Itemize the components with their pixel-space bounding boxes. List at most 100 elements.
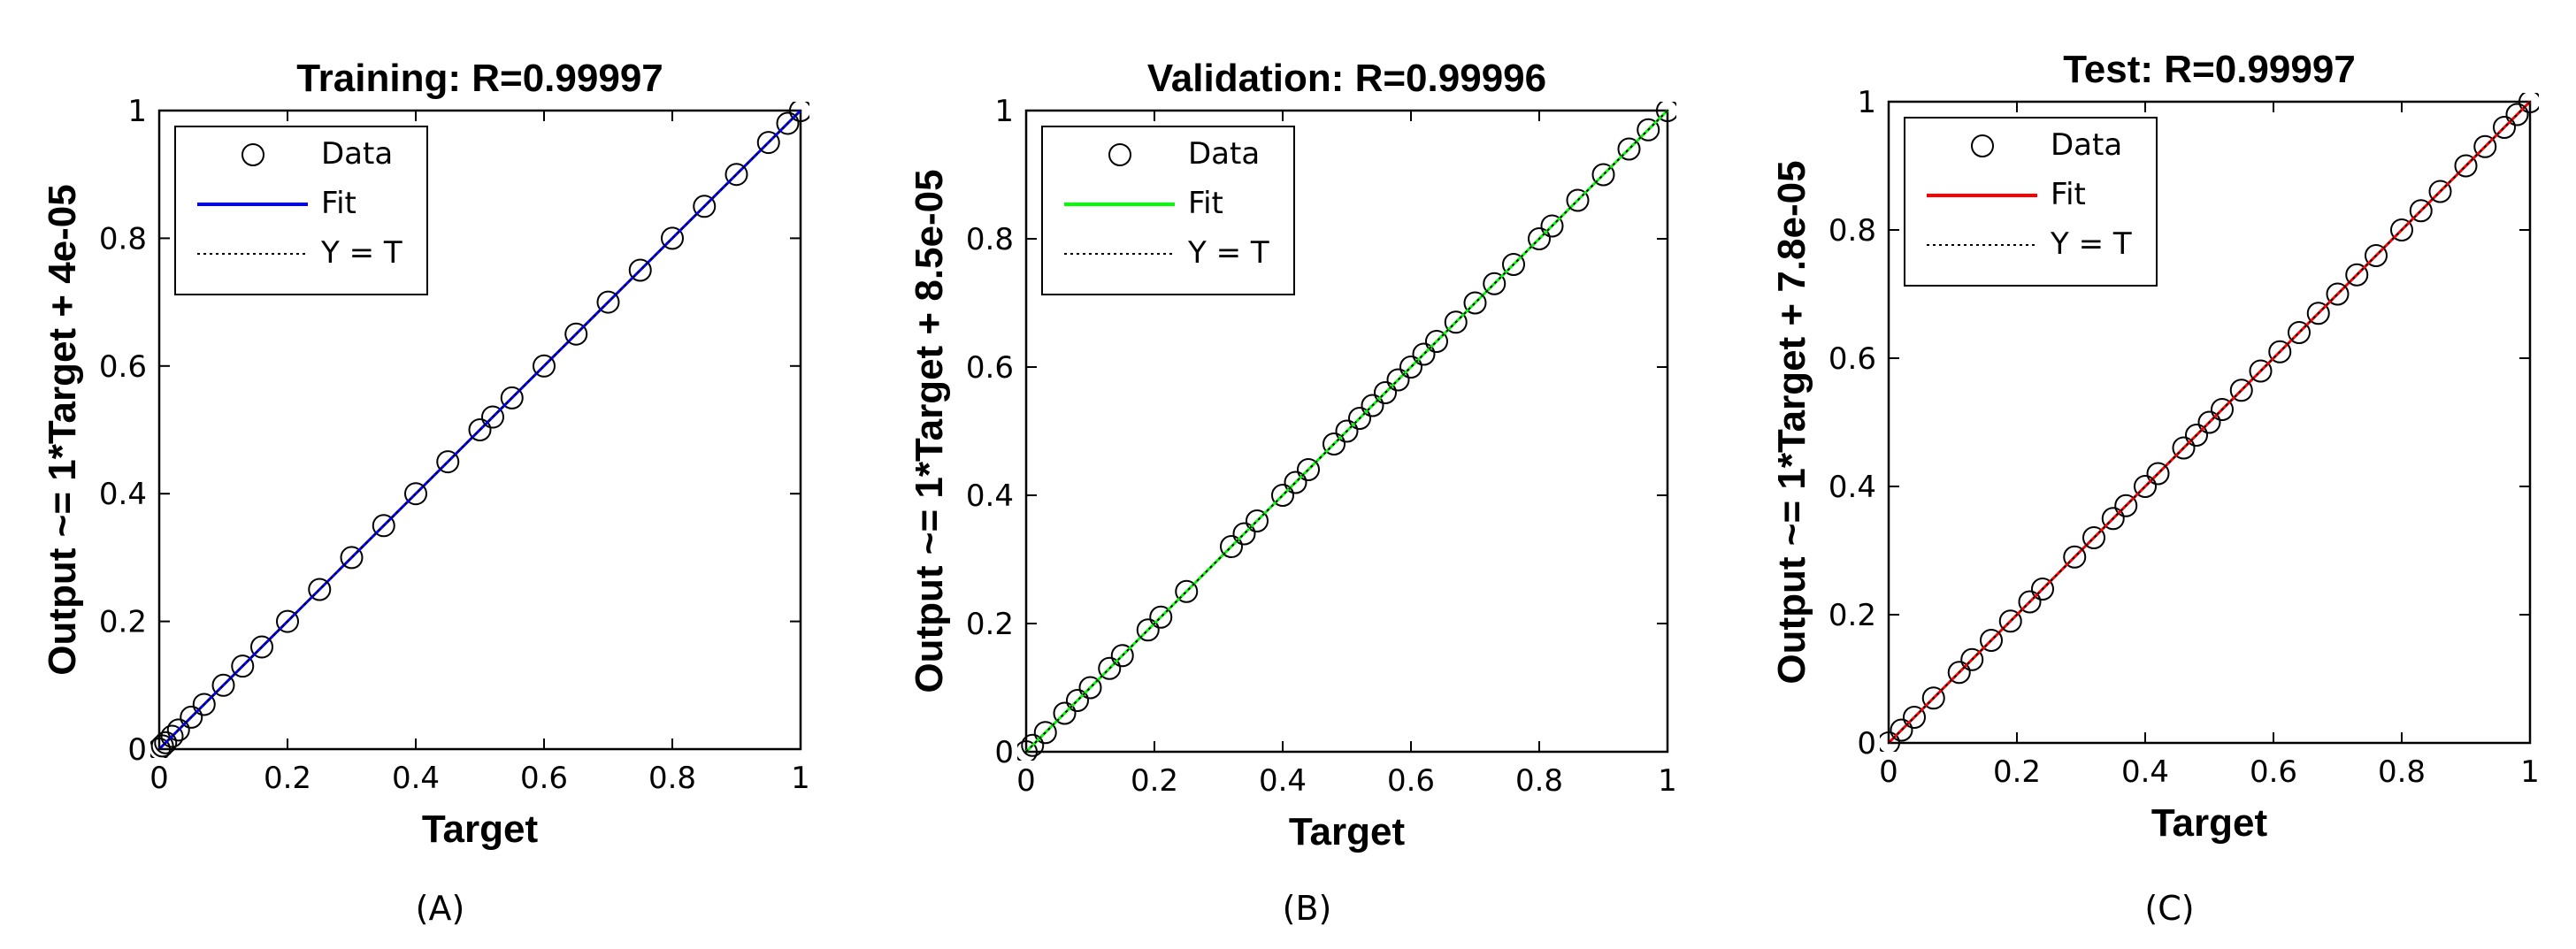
y-tick-label: 0.8 xyxy=(99,221,147,256)
data-point xyxy=(533,354,556,378)
data-point xyxy=(2063,545,2087,569)
data-point xyxy=(1053,701,1077,725)
x-axis-label: Target xyxy=(1289,810,1406,853)
x-tick-label: 0 xyxy=(150,761,169,796)
data-point xyxy=(468,418,492,441)
x-tick-label: 0.8 xyxy=(1515,763,1563,799)
x-tick-label: 0.4 xyxy=(392,761,440,796)
x-tick-label: 0 xyxy=(1016,763,1036,799)
y-axis-label: Output ~= 1*Target + 7.8e-05 xyxy=(1770,160,1813,684)
x-tick-label: 0.8 xyxy=(2378,754,2426,790)
legend-box xyxy=(174,126,428,295)
x-tick-label: 0.6 xyxy=(1387,763,1435,799)
data-point xyxy=(2505,103,2529,126)
data-point xyxy=(1637,118,1660,142)
legend-label-data: Data xyxy=(2051,127,2122,163)
data-layer xyxy=(1880,93,2539,752)
legend-marker-data xyxy=(1108,143,1131,166)
x-tick-label: 0.8 xyxy=(648,761,696,796)
x-tick-label: 0.2 xyxy=(264,761,311,796)
chart-title: Training: R=0.99997 xyxy=(296,57,663,100)
data-point xyxy=(1880,731,1900,752)
data-point xyxy=(1335,419,1359,443)
data-point xyxy=(160,724,184,748)
data-point xyxy=(340,546,364,570)
data-point xyxy=(2306,302,2330,325)
data-point xyxy=(2229,379,2253,402)
legend-box xyxy=(1041,126,1295,295)
data-point xyxy=(2493,116,2516,139)
data-point xyxy=(1617,137,1641,161)
data-point xyxy=(1297,458,1320,481)
legend-marker-data xyxy=(242,143,264,166)
data-point xyxy=(308,578,332,601)
data-point xyxy=(789,102,809,122)
data-point xyxy=(276,609,299,633)
data-point xyxy=(724,163,748,187)
data-point xyxy=(180,705,203,729)
legend-label-fit: Fit xyxy=(321,186,356,221)
data-point xyxy=(2101,507,2125,531)
x-tick-label: 0.6 xyxy=(2250,754,2297,790)
data-point xyxy=(2197,410,2221,434)
x-tick-label: 0.6 xyxy=(520,761,568,796)
data-point xyxy=(2249,359,2273,383)
data-point xyxy=(1960,647,1984,671)
data-point xyxy=(1284,471,1307,494)
legend-label-fit: Fit xyxy=(1188,186,1223,221)
y-tick-label: 0.2 xyxy=(99,605,147,640)
chart-title: Test: R=0.99997 xyxy=(2063,48,2356,91)
data-point xyxy=(2172,436,2196,460)
data-point xyxy=(1947,661,1971,685)
data-point xyxy=(1066,689,1089,712)
data-point xyxy=(1232,522,1256,546)
x-tick-label: 0.2 xyxy=(1131,763,1178,799)
data-point xyxy=(2326,282,2350,306)
data-point xyxy=(1361,394,1384,417)
data-point xyxy=(2114,494,2138,517)
data-point xyxy=(1399,356,1422,379)
data-point xyxy=(1374,381,1397,404)
y-tick-label: 0.6 xyxy=(966,350,1014,386)
data-point xyxy=(564,322,588,346)
data-point xyxy=(2211,398,2234,421)
data-point xyxy=(2518,93,2539,113)
x-tick-label: 0.4 xyxy=(1259,763,1307,799)
data-point xyxy=(2454,154,2478,178)
data-point xyxy=(1136,618,1160,642)
data-layer xyxy=(150,102,809,758)
data-point xyxy=(2390,218,2413,241)
chart-title: Validation: R=0.99996 xyxy=(1147,57,1546,100)
data-point xyxy=(150,738,171,758)
data-point xyxy=(756,131,780,155)
data-point xyxy=(250,635,273,659)
legend: Data Fit Y = T xyxy=(1041,126,1295,295)
data-point xyxy=(1656,102,1676,122)
y-tick-label: 1 xyxy=(127,94,147,129)
data-point xyxy=(1098,656,1122,680)
data-point xyxy=(2473,134,2497,158)
data-point xyxy=(1033,721,1057,745)
data-point xyxy=(1149,605,1173,629)
data-point xyxy=(1110,644,1134,668)
legend: Data Fit Y = T xyxy=(174,126,428,295)
data-point xyxy=(2134,475,2157,498)
legend-label-identity: Y = T xyxy=(1187,235,1269,271)
y-tick-label: 0.4 xyxy=(966,478,1014,514)
data-point xyxy=(166,718,190,742)
data-point xyxy=(211,673,235,697)
data-point xyxy=(2365,244,2388,267)
data-point xyxy=(1890,718,1913,742)
data-point xyxy=(1540,214,1564,238)
data-point xyxy=(1921,686,1945,710)
legend-label-identity: Y = T xyxy=(2050,226,2132,262)
legend-label-data: Data xyxy=(321,136,393,172)
y-tick-label: 0.4 xyxy=(1828,470,1876,505)
chart-panel-2: Validation: R=0.99996 0 0.2 0.4 0.6 0.8 1 0 0.2 0… xyxy=(908,57,1677,928)
y-axis-label: Output ~= 1*Target + 8.5e-05 xyxy=(908,169,951,693)
data-point xyxy=(231,654,255,678)
data-point xyxy=(1017,740,1038,761)
y-tick-label: 0 xyxy=(994,735,1014,770)
y-tick-label: 0.2 xyxy=(966,607,1014,642)
data-point xyxy=(596,290,620,314)
